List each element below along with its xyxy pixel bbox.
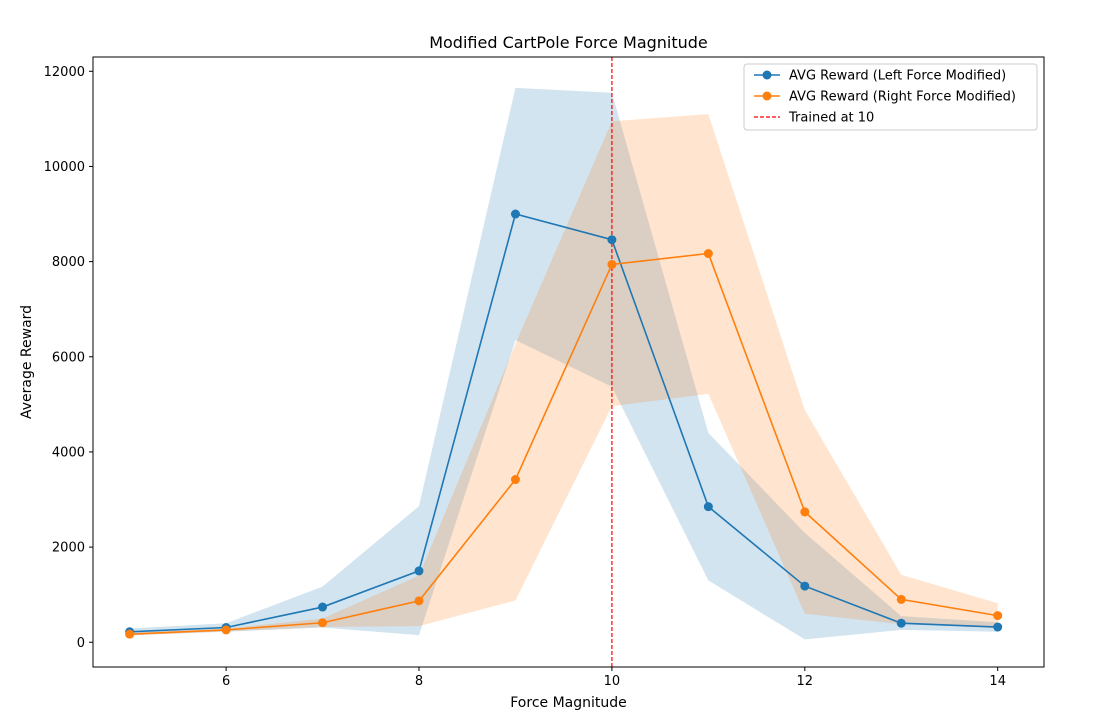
y-tick-label: 0 — [77, 636, 85, 651]
series-0-point — [318, 602, 328, 612]
y-tick-label: 4000 — [52, 445, 85, 460]
plot-area-frame — [92, 56, 1045, 668]
series-1-line — [129, 252, 998, 635]
legend-entry-1-label: AVG Reward (Right Force Modified) — [789, 90, 1016, 105]
x-tick-label: 12 — [797, 674, 814, 689]
series-0-point — [993, 622, 1003, 632]
y-tick-label: 10000 — [44, 160, 85, 175]
series-1-point — [896, 594, 906, 604]
x-tick-label: 6 — [222, 674, 230, 689]
series-lines — [129, 213, 998, 635]
x-axis-label: Force Magnitude — [510, 695, 627, 711]
legend-box — [743, 63, 1038, 131]
legend: AVG Reward (Left Force Modified) AVG Rewa… — [743, 63, 1038, 131]
series-1-point — [414, 596, 424, 606]
series-0-line — [129, 213, 998, 633]
confidence-bands — [129, 87, 998, 640]
series-0-point — [896, 618, 906, 628]
series-1-band — [129, 114, 998, 636]
chart-title: Modified CartPole Force Magnitude — [429, 33, 708, 52]
series-0-point — [800, 581, 810, 591]
y-tick-label: 6000 — [52, 350, 85, 365]
series-0-point — [414, 566, 424, 576]
series-0-point — [607, 235, 617, 245]
series-1-point — [221, 625, 231, 635]
x-tick-label: 10 — [604, 674, 621, 689]
y-tick-label: 8000 — [52, 255, 85, 270]
series-1-point — [510, 475, 520, 485]
legend-entry-1-marker — [762, 91, 772, 101]
y-axis-label: Average Reward — [19, 305, 35, 419]
series-1-point — [318, 618, 328, 628]
x-tick-label: 14 — [989, 674, 1006, 689]
series-0-point — [510, 209, 520, 219]
series-1-point — [993, 611, 1003, 621]
legend-entry-2-label: Trained at 10 — [788, 111, 874, 126]
x-tick-label: 8 — [415, 674, 423, 689]
series-1-point — [125, 629, 135, 639]
series-0-point — [703, 502, 713, 512]
legend-entry-0-label: AVG Reward (Left Force Modified) — [789, 69, 1006, 84]
x-axis-ticks: 6 8 10 12 14 — [222, 667, 1006, 689]
y-tick-label: 2000 — [52, 541, 85, 556]
series-1-point — [800, 507, 810, 517]
series-1-point — [607, 259, 617, 269]
y-axis-ticks: 0 2000 4000 6000 8000 10000 12000 — [44, 65, 93, 651]
series-0-band — [129, 87, 998, 640]
y-tick-label: 12000 — [44, 65, 85, 80]
series-points — [125, 209, 1003, 639]
series-1-point — [703, 249, 713, 259]
legend-entry-0-marker — [762, 70, 772, 80]
